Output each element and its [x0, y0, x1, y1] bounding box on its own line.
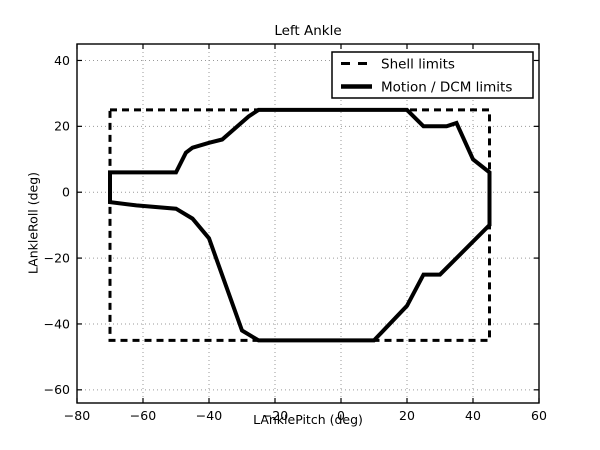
- x-tick-label: −20: [262, 408, 288, 423]
- x-axis-label: LAnklePitch (deg): [253, 412, 363, 427]
- y-tick-label: −60: [44, 382, 70, 397]
- x-tick-label: −80: [64, 408, 90, 423]
- x-tick-label: 20: [399, 408, 415, 423]
- legend-label: Shell limits: [381, 56, 455, 72]
- y-tick-label: 0: [62, 185, 70, 200]
- legend-label: Motion / DCM limits: [381, 79, 512, 95]
- chart-title: Left Ankle: [274, 23, 342, 39]
- x-tick-label: 40: [465, 408, 481, 423]
- x-tick-label: 60: [531, 408, 547, 423]
- series-shell-limits: [108, 108, 491, 342]
- x-tick-label: −60: [130, 408, 156, 423]
- axes-frame: [76, 43, 540, 404]
- y-axis-label: LAnkleRoll (deg): [25, 171, 41, 275]
- y-tick-label: 20: [54, 119, 70, 134]
- legend-box: [331, 51, 534, 99]
- series-motion-dcm-limits: [108, 107, 492, 343]
- y-tick-label: −40: [44, 316, 70, 331]
- x-tick-label: −40: [196, 408, 222, 423]
- y-tick-label: 40: [54, 53, 70, 68]
- x-tick-label: 0: [337, 408, 345, 423]
- y-tick-label: −20: [44, 250, 70, 265]
